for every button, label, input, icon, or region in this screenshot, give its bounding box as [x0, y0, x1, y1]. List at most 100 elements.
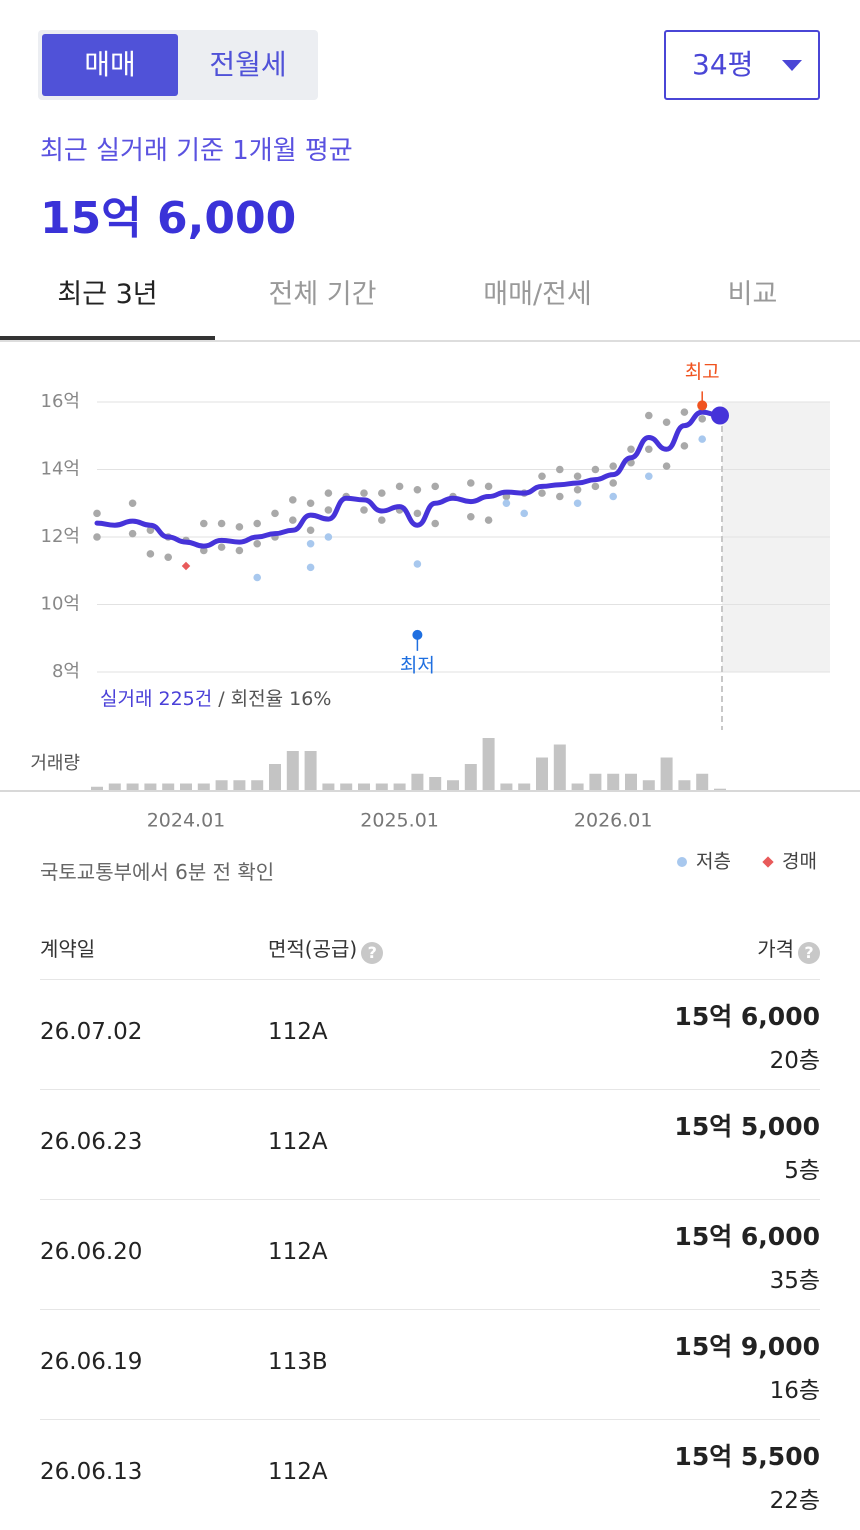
- trade-point: [449, 492, 457, 501]
- source-note: 국토교통부에서 6분 전 확인: [40, 860, 275, 884]
- toggle-sale[interactable]: 매매: [42, 34, 178, 96]
- volume-bar: [108, 783, 121, 790]
- column-header: 가격?: [757, 933, 820, 964]
- trade-point: [93, 509, 101, 518]
- y-tick-label: 10억: [41, 594, 80, 615]
- trade-point: [217, 519, 226, 528]
- trade-point: [324, 489, 333, 497]
- trade-point: [128, 529, 137, 538]
- volume-bar: [714, 788, 726, 790]
- volume-bar: [447, 780, 459, 790]
- y-tick-label: 8억: [52, 661, 80, 682]
- tab[interactable]: 최근 3년: [57, 279, 158, 310]
- size-label: 34평: [692, 48, 754, 81]
- trade-point: [342, 492, 351, 501]
- trade-point: [306, 526, 315, 535]
- trade-point: [413, 509, 422, 518]
- volume-bar: [322, 783, 335, 790]
- row-divider: [40, 1089, 820, 1090]
- trade-point: [698, 404, 706, 413]
- trade-point: [324, 533, 333, 541]
- trade-point: [680, 408, 689, 416]
- column-header: 면적(공급)?: [268, 933, 384, 964]
- help-icon[interactable]: ?: [361, 942, 384, 964]
- contract-date: 26.06.20: [40, 1239, 143, 1265]
- tab[interactable]: 전체 기간: [268, 279, 377, 310]
- trade-point: [128, 499, 137, 508]
- annotation-point: [412, 629, 423, 640]
- trade-point: [556, 465, 564, 474]
- trade-point: [395, 506, 404, 514]
- trade-point: [609, 479, 617, 487]
- volume-bar: [251, 780, 264, 790]
- trade-point: [360, 489, 368, 497]
- trade-point: [235, 546, 244, 555]
- auction-point: [181, 561, 191, 571]
- trade-point: [645, 445, 653, 454]
- trade-point: [431, 519, 440, 528]
- tab[interactable]: 매매/전세: [483, 279, 592, 310]
- contract-date: 26.06.23: [40, 1129, 143, 1155]
- tab-indicator: [0, 336, 215, 340]
- future-shade: [722, 402, 830, 672]
- trade-point: [253, 539, 261, 548]
- volume-bar: [393, 783, 406, 790]
- trade-point: [289, 496, 297, 504]
- row-divider: [40, 1419, 820, 1420]
- price: 15억 5,000: [674, 1112, 820, 1141]
- turnover-rate: / 회전율 16%: [218, 688, 331, 710]
- trade-point: [484, 482, 493, 491]
- trade-point: [378, 516, 386, 524]
- trade-point: [306, 539, 315, 548]
- tab-divider: [0, 340, 860, 342]
- floor: 16층: [769, 1378, 820, 1404]
- volume-bar: [375, 783, 388, 790]
- trade-toggle: 매매 전월세: [38, 30, 318, 100]
- trade-point: [146, 526, 155, 535]
- column-header: 계약일: [40, 937, 96, 961]
- tab[interactable]: 비교: [727, 279, 778, 310]
- floor: 35층: [769, 1268, 820, 1294]
- trade-point: [645, 411, 653, 420]
- toggle-rent[interactable]: 전월세: [209, 48, 287, 81]
- trade-point: [395, 482, 404, 491]
- volume-bar: [536, 757, 548, 790]
- trade-point: [662, 462, 671, 470]
- trade-point: [538, 472, 546, 481]
- area: 112A: [268, 1459, 328, 1485]
- volume-bar: [642, 780, 655, 790]
- annotation-label: 최고: [685, 361, 720, 383]
- volume-bar: [215, 780, 228, 790]
- volume-bar: [233, 780, 246, 790]
- trade-point: [200, 546, 208, 555]
- trade-point: [573, 485, 582, 494]
- trade-point: [627, 458, 635, 467]
- trade-point: [538, 489, 546, 497]
- area: 112A: [268, 1019, 328, 1045]
- trade-point: [182, 536, 190, 545]
- dropdown-arrow: [782, 60, 802, 71]
- y-tick-label: 16억: [41, 391, 80, 412]
- volume-bar: [126, 783, 139, 790]
- trade-point: [520, 509, 528, 518]
- trade-point: [431, 482, 440, 491]
- volume-bar: [304, 751, 317, 790]
- trade-point: [484, 516, 493, 524]
- floor: 22층: [769, 1488, 820, 1514]
- volume-bar: [411, 773, 424, 790]
- trade-point: [502, 499, 511, 508]
- trade-summary: 실거래 225건 / 회전율 16%: [100, 688, 331, 710]
- price: 15억 5,500: [674, 1442, 820, 1471]
- contract-date: 26.06.19: [40, 1349, 143, 1375]
- average-line: [94, 409, 723, 549]
- legend-marker: [762, 856, 774, 868]
- help-icon[interactable]: ?: [798, 942, 820, 964]
- volume-bar: [464, 764, 477, 790]
- trade-point: [289, 516, 297, 524]
- legend-label: 저층: [696, 851, 731, 873]
- trade-point: [680, 442, 689, 450]
- size-dropdown[interactable]: 34평: [664, 30, 820, 100]
- trade-point: [556, 492, 564, 501]
- header-text: 면적(공급): [268, 937, 358, 961]
- trade-point: [573, 472, 582, 481]
